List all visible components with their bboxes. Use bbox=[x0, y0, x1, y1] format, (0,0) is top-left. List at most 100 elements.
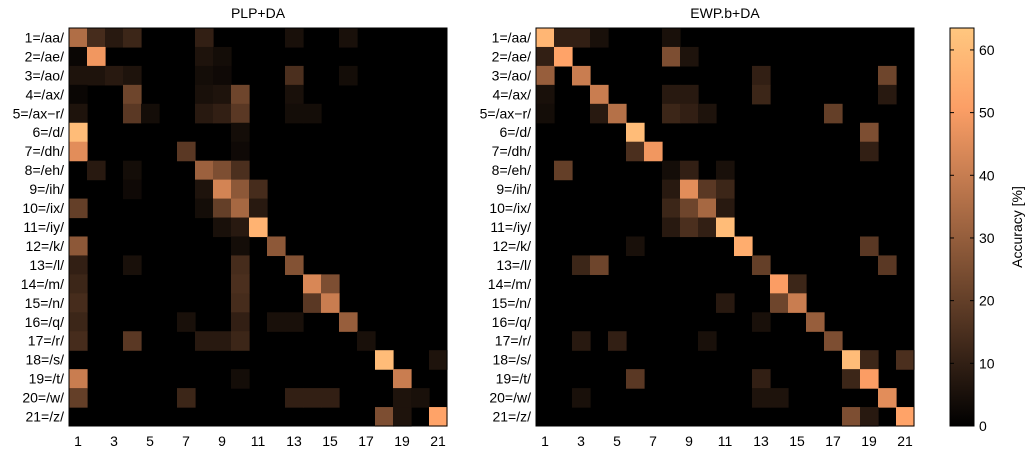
column-tick-label: 15 bbox=[322, 433, 338, 449]
heatmap-cell bbox=[69, 198, 88, 219]
heatmap-cell bbox=[680, 160, 699, 181]
column-tick-label: 1 bbox=[74, 433, 82, 449]
row-tick-label: 16=/q/ bbox=[25, 314, 64, 330]
row-tick-label: 1=/aa/ bbox=[492, 29, 531, 45]
column-tick-label: 17 bbox=[358, 433, 374, 449]
heatmap-cell bbox=[860, 369, 879, 389]
heatmap-cell bbox=[285, 388, 304, 408]
column-tick-label: 19 bbox=[394, 433, 410, 449]
row-tick-label: 3=/ao/ bbox=[25, 67, 64, 83]
heatmap-cell bbox=[123, 160, 142, 181]
column-tick-label: 5 bbox=[613, 433, 621, 449]
heatmap-cell bbox=[860, 350, 879, 370]
heatmap-cell bbox=[69, 122, 88, 143]
heatmap-cell bbox=[752, 312, 771, 332]
heatmap-cell bbox=[554, 46, 573, 67]
colorbar-tick-label: 30 bbox=[979, 230, 995, 246]
heatmap-cell bbox=[536, 103, 555, 124]
heatmap-cell bbox=[195, 46, 214, 67]
heatmap-cell bbox=[752, 388, 771, 408]
heatmap-cell bbox=[231, 84, 250, 105]
heatmap-cell bbox=[285, 103, 304, 124]
heatmap-cell bbox=[141, 103, 160, 124]
heatmap-cell bbox=[698, 103, 717, 124]
heatmap-cell bbox=[231, 103, 250, 124]
heatmap-cell bbox=[698, 198, 717, 219]
row-tick-label: 17=/r/ bbox=[495, 333, 531, 349]
heatmap-cell bbox=[339, 28, 358, 48]
row-tick-label: 2=/ae/ bbox=[25, 48, 64, 64]
row-tick-label: 14=/m/ bbox=[488, 276, 531, 292]
row-tick-label: 20=/w/ bbox=[22, 390, 64, 406]
heatmap-cell bbox=[860, 407, 879, 427]
colorbar-tick-label: 50 bbox=[979, 105, 995, 121]
heatmap-cell bbox=[213, 217, 232, 238]
heatmap-cell bbox=[554, 160, 573, 181]
heatmap-frame bbox=[535, 27, 915, 427]
heatmap-cell bbox=[626, 236, 645, 257]
heatmap-cell bbox=[285, 255, 304, 275]
heatmap-cell bbox=[231, 122, 250, 143]
column-tick-label: 11 bbox=[251, 433, 266, 449]
row-tick-label: 18=/s/ bbox=[25, 352, 64, 368]
heatmap-cell bbox=[411, 388, 430, 408]
heatmap-cell bbox=[249, 217, 268, 238]
heatmap-cell bbox=[285, 28, 304, 48]
heatmap-cell bbox=[321, 293, 340, 313]
heatmap-cell bbox=[626, 141, 645, 162]
row-tick-label: 19=/t/ bbox=[29, 371, 65, 387]
row-tick-label: 21=/z/ bbox=[25, 409, 64, 425]
heatmap-cell bbox=[662, 28, 681, 48]
column-tick-label: 7 bbox=[649, 433, 657, 449]
heatmap-cell bbox=[231, 141, 250, 162]
row-tick-label: 11=/iy/ bbox=[23, 219, 64, 235]
heatmap-cell bbox=[267, 236, 286, 257]
heatmap-cell bbox=[536, 46, 555, 67]
row-tick-label: 15=/n/ bbox=[492, 295, 531, 311]
row-tick-label: 14=/m/ bbox=[21, 276, 64, 292]
row-tick-label: 6=/d/ bbox=[499, 124, 531, 140]
row-tick-label: 7=/dh/ bbox=[25, 143, 64, 159]
heatmap-cell bbox=[770, 293, 789, 313]
heatmap-cell bbox=[896, 350, 915, 370]
row-tick-label: 8=/eh/ bbox=[492, 162, 531, 178]
heatmap-cell bbox=[716, 160, 735, 181]
heatmap-cell bbox=[195, 179, 214, 200]
heatmap-cell bbox=[680, 198, 699, 219]
heatmap-cell bbox=[626, 122, 645, 143]
heatmap-cell bbox=[680, 179, 699, 200]
heatmap-cell bbox=[231, 274, 250, 294]
heatmap-cell bbox=[231, 255, 250, 275]
heatmap-cell bbox=[285, 84, 304, 105]
heatmap-cell bbox=[231, 198, 250, 219]
heatmap-cell bbox=[357, 331, 376, 351]
heatmap-cell bbox=[105, 28, 124, 48]
heatmap-cell bbox=[608, 103, 627, 124]
heatmap-cell bbox=[123, 255, 142, 275]
heatmap-cell bbox=[195, 331, 214, 351]
column-tick-label: 9 bbox=[218, 433, 226, 449]
colorbar-tick-label: 40 bbox=[979, 167, 995, 183]
heatmap-cell bbox=[680, 103, 699, 124]
heatmap-cell bbox=[69, 103, 88, 124]
chart-title: EWP.b+DA bbox=[690, 5, 760, 21]
heatmap-cell bbox=[87, 46, 106, 67]
heatmap-cell bbox=[375, 407, 394, 427]
row-tick-label: 11=/iy/ bbox=[490, 219, 531, 235]
heatmap-cell bbox=[195, 65, 214, 86]
heatmap-cell bbox=[285, 312, 304, 332]
heatmap-cell bbox=[860, 141, 879, 162]
heatmap-cell bbox=[554, 28, 573, 48]
heatmap-cell bbox=[878, 255, 897, 275]
heatmap-cell bbox=[752, 369, 771, 389]
heatmap-cell bbox=[644, 141, 663, 162]
heatmap-cell bbox=[303, 293, 322, 313]
heatmap-cell bbox=[716, 198, 735, 219]
colorbar: 0 10 20 30 40 50 60 Accuracy [%] bbox=[949, 27, 1025, 434]
heatmap-cell bbox=[698, 179, 717, 200]
heatmap-cell bbox=[195, 103, 214, 124]
heatmap-cell bbox=[321, 274, 340, 294]
heatmap-cell bbox=[662, 198, 681, 219]
heatmap-cell bbox=[249, 198, 268, 219]
